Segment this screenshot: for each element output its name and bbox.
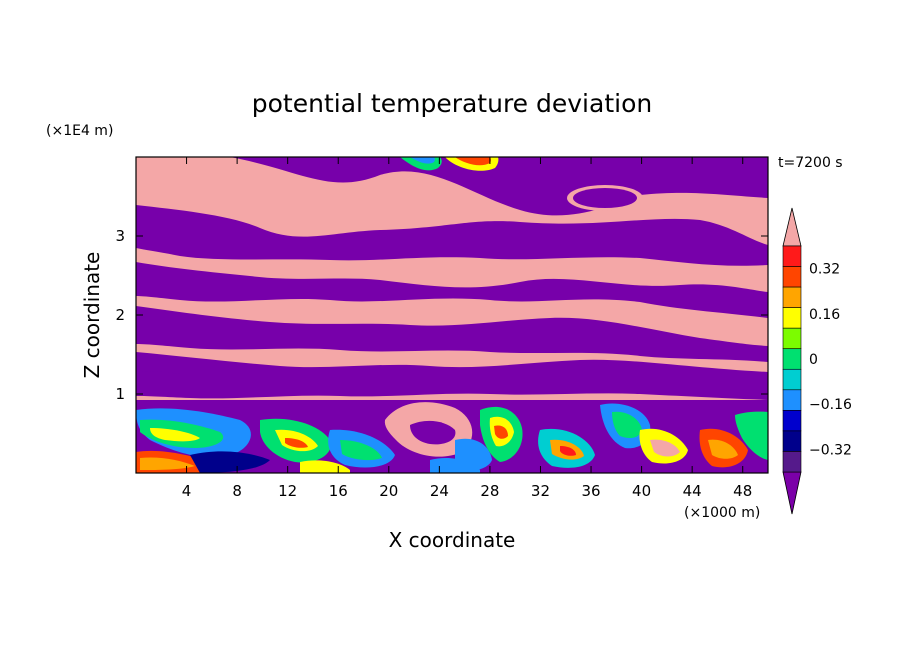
turbulent-eddy [708, 439, 738, 459]
y-tick-label: 2 [115, 306, 125, 324]
x-axis: 4 8 12 16 20 24 28 32 36 40 44 48 [182, 157, 752, 500]
turbulent-eddy [650, 439, 680, 457]
turbulent-eddy [300, 460, 350, 473]
time-label: t=7200 s [778, 155, 843, 171]
x-tick-label: 16 [329, 482, 348, 500]
colorbar-swatch [782, 307, 802, 329]
x-tick-label: 40 [632, 482, 651, 500]
x-unit-label: (×1000 m) [684, 505, 760, 521]
y-unit-label: (×1E4 m) [46, 123, 113, 139]
turbulent-eddy [150, 428, 200, 442]
turbulent-eddy [430, 458, 480, 473]
colorbar-tick-label: −0.16 [809, 397, 852, 413]
y-axis: 1 2 3 [115, 227, 768, 403]
upper-eddy [455, 157, 491, 166]
colorbar-swatch [782, 286, 802, 308]
x-tick-label: 48 [733, 482, 752, 500]
cold-region [136, 262, 768, 318]
x-tick-label: 32 [531, 482, 550, 500]
heatmap-field [136, 157, 768, 473]
colorbar-tick-label: 0.16 [809, 307, 840, 323]
cold-region [230, 157, 768, 216]
y-axis-label: Z coordinate [80, 252, 104, 379]
y-tick-label: 1 [115, 385, 125, 403]
colorbar-swatch [782, 389, 802, 411]
colorbar-swatch [782, 348, 802, 370]
x-tick-label: 28 [480, 482, 499, 500]
colorbar-tick-label: 0 [809, 352, 818, 368]
cold-region [573, 188, 637, 208]
cold-region [136, 306, 768, 362]
x-tick-label: 12 [278, 482, 297, 500]
colorbar-swatch [782, 368, 802, 391]
turbulent-eddy [410, 420, 456, 445]
turbulent-eddy [560, 446, 576, 456]
colorbar-swatch [782, 451, 802, 473]
colorbar: −0.32 −0.16 0 0.16 0.32 [782, 207, 852, 515]
turbulent-eddy [612, 411, 642, 438]
turbulent-eddy [340, 440, 382, 461]
colorbar-swatch [782, 410, 802, 432]
turbulent-eddy [285, 438, 308, 448]
cold-region [136, 352, 768, 400]
x-tick-label: 20 [379, 482, 398, 500]
x-tick-label: 44 [683, 482, 702, 500]
x-axis-label: X coordinate [389, 528, 516, 552]
cold-region [136, 371, 180, 394]
colorbar-swatch [782, 266, 802, 288]
colorbar-tick-label: −0.32 [809, 442, 852, 458]
turbulent-eddy [140, 457, 195, 470]
x-tick-label: 36 [581, 482, 600, 500]
turbulent-eddy [494, 425, 508, 439]
y-tick-label: 3 [115, 227, 125, 245]
colorbar-swatch [782, 245, 802, 267]
chart-title: potential temperature deviation [252, 89, 652, 118]
colorbar-swatch [782, 327, 802, 350]
turbulent-eddy [190, 451, 270, 473]
x-tick-label: 8 [232, 482, 242, 500]
turbulent-eddy [735, 411, 768, 460]
cold-region [136, 205, 768, 266]
colorbar-under-triangle [782, 471, 802, 515]
upper-eddy [410, 157, 435, 164]
colorbar-over-triangle [782, 207, 802, 247]
x-tick-label: 4 [182, 482, 192, 500]
colorbar-tick-label: 0.32 [809, 262, 840, 278]
colorbar-swatch [782, 430, 802, 452]
x-tick-label: 24 [430, 482, 449, 500]
